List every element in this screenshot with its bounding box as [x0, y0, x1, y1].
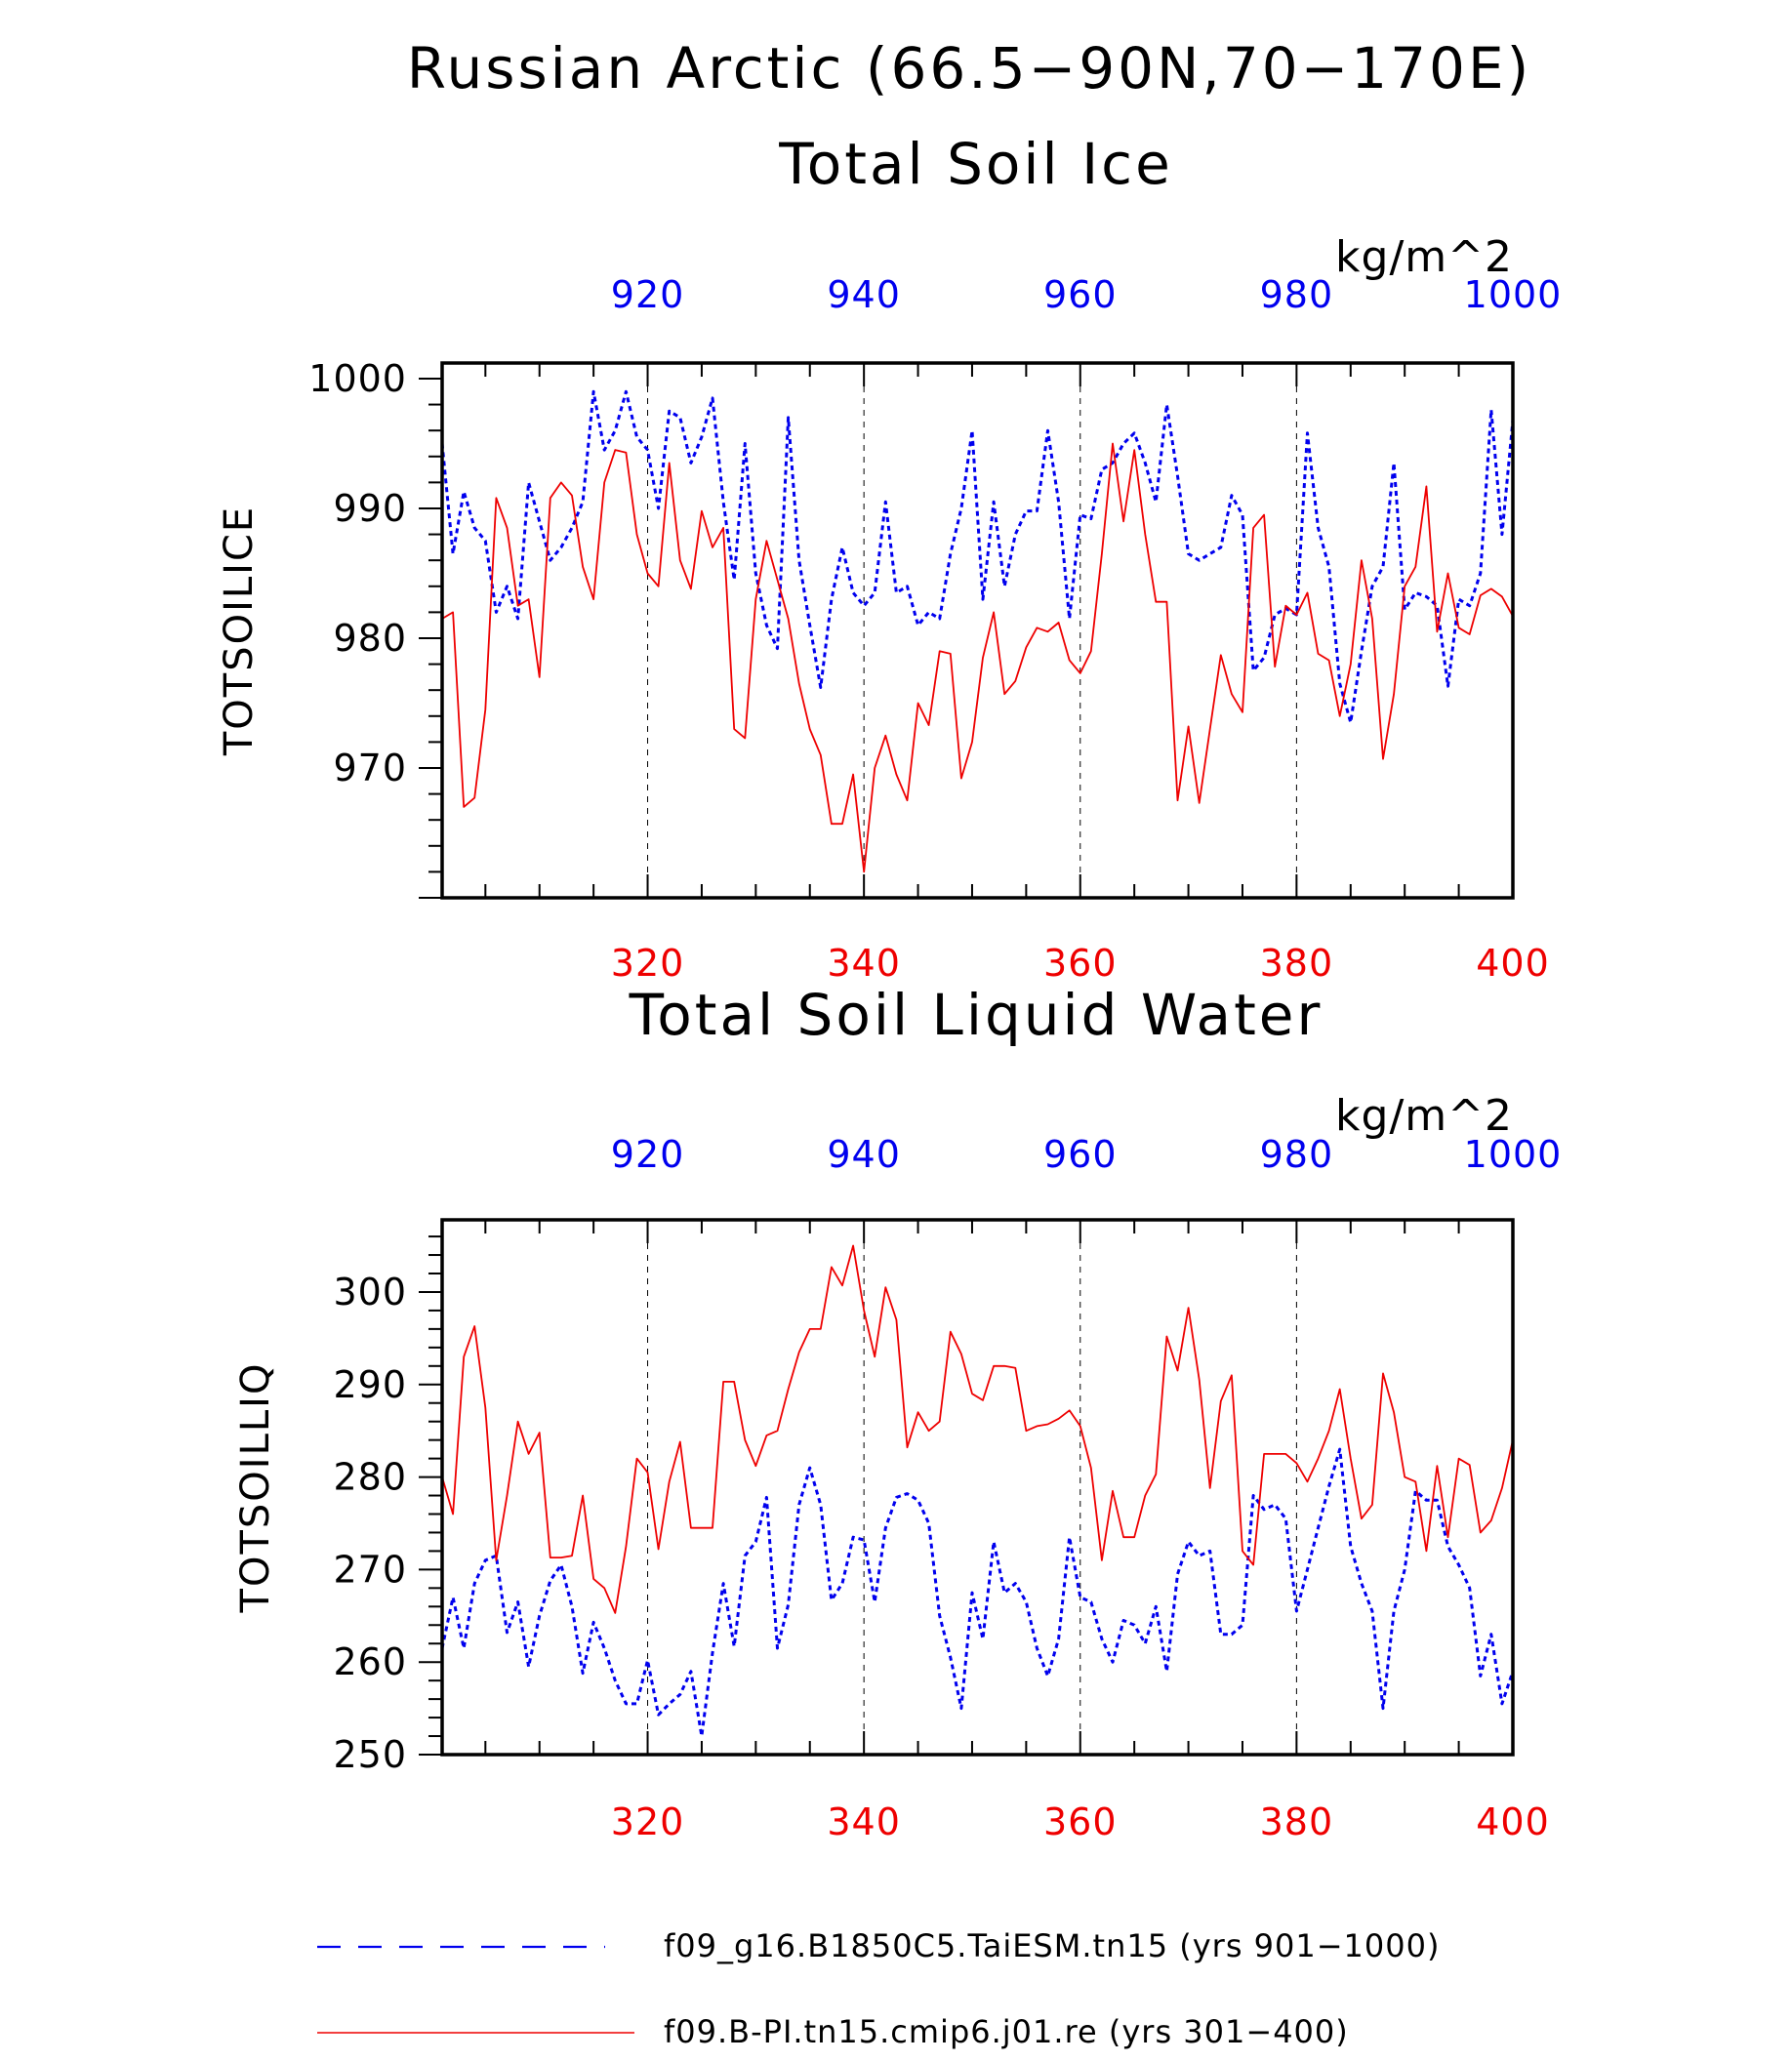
y-tick-label: 990	[333, 487, 407, 530]
series-line-cmip6	[441, 1244, 1514, 1614]
x-bottom-tick-label: 320	[611, 942, 685, 985]
x-bottom-tick-label: 360	[1043, 1800, 1118, 1843]
y-tick-label: 260	[333, 1640, 407, 1683]
panel-title: Total Soil Ice	[778, 131, 1173, 197]
y-axis-label: TOTSOILICE	[217, 505, 262, 756]
series-line-cmip6	[441, 442, 1514, 873]
x-bottom-tick-label: 360	[1043, 942, 1118, 985]
panel-title: Total Soil Liquid Water	[629, 982, 1324, 1048]
y-tick-label: 280	[333, 1456, 407, 1499]
x-top-tick-label: 940	[827, 273, 901, 316]
legend-label-taiesm: f09_g16.B1850C5.TaiESM.tn15 (yrs 901−100…	[664, 1927, 1440, 1964]
x-top-tick-label: 980	[1260, 273, 1334, 316]
x-top-tick-label: 960	[1043, 1133, 1118, 1176]
plot-frame	[440, 1218, 1515, 1757]
x-top-tick-label: 1000	[1464, 1133, 1563, 1176]
panel-total-soil-ice: Total Soil Ice kg/m^2 TOTSOILICE 320 340 360 3…	[217, 131, 1563, 985]
x-top-tick-label: 920	[611, 1133, 685, 1176]
y-tick-label: 290	[333, 1363, 407, 1406]
y-tick-label: 250	[333, 1733, 407, 1776]
y-tick-label: 270	[333, 1548, 407, 1591]
x-top-tick-label: 920	[611, 273, 685, 316]
y-tick-label: 980	[333, 617, 407, 660]
x-top-tick-label: 940	[827, 1133, 901, 1176]
legend-label-cmip6: f09.B-PI.tn15.cmip6.j01.re (yrs 301−400)	[664, 2013, 1349, 2050]
y-tick-label: 300	[333, 1271, 407, 1314]
legend: f09_g16.B1850C5.TaiESM.tn15 (yrs 901−100…	[317, 1927, 1440, 2050]
x-top-tick-label: 980	[1260, 1133, 1334, 1176]
x-bottom-tick-label: 400	[1476, 942, 1550, 985]
units-label: kg/m^2	[1335, 1091, 1513, 1141]
x-bottom-tick-label: 340	[827, 942, 901, 985]
x-bottom-tick-label: 380	[1260, 1800, 1334, 1843]
series-line-taiesm	[440, 389, 1515, 724]
x-bottom-tick-label: 400	[1476, 1800, 1550, 1843]
x-bottom-tick-label: 320	[611, 1800, 685, 1843]
x-top-tick-label: 960	[1043, 273, 1118, 316]
x-bottom-tick-label: 340	[827, 1800, 901, 1843]
main-title: Russian Arctic (66.5−90N,70−170E)	[407, 35, 1531, 101]
series-line-taiesm	[440, 1447, 1515, 1738]
y-axis-label: TOTSOILLIQ	[233, 1362, 278, 1614]
x-top-tick-label: 1000	[1464, 273, 1563, 316]
y-tick-label: 1000	[308, 357, 407, 400]
units-label: kg/m^2	[1335, 232, 1513, 282]
y-tick-label: 970	[333, 747, 407, 789]
plot-frame	[440, 361, 1515, 900]
x-bottom-tick-label: 380	[1260, 942, 1334, 985]
